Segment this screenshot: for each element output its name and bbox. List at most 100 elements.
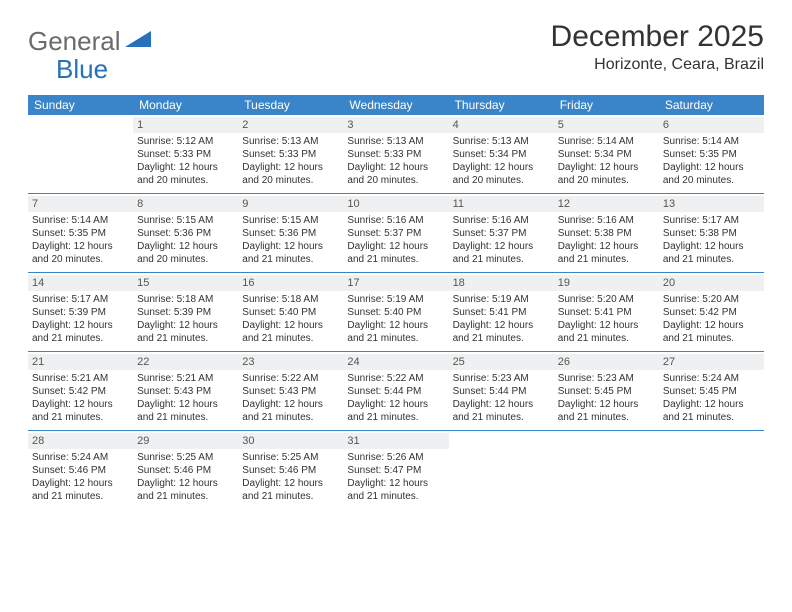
day-number: 6	[659, 117, 764, 133]
brand-blue: Blue	[56, 54, 108, 84]
day-number: 2	[238, 117, 343, 133]
sunrise-text: Sunrise: 5:12 AM	[137, 135, 234, 148]
day-number: 27	[659, 354, 764, 370]
day-cell: 13Sunrise: 5:17 AMSunset: 5:38 PMDayligh…	[659, 194, 764, 272]
sunset-text: Sunset: 5:39 PM	[137, 306, 234, 319]
sunset-text: Sunset: 5:45 PM	[558, 385, 655, 398]
day-cell: 5Sunrise: 5:14 AMSunset: 5:34 PMDaylight…	[554, 115, 659, 193]
sunrise-text: Sunrise: 5:15 AM	[137, 214, 234, 227]
brand-general: General	[28, 26, 121, 57]
day-number: 4	[449, 117, 554, 133]
day-cell: 2Sunrise: 5:13 AMSunset: 5:33 PMDaylight…	[238, 115, 343, 193]
day-number: 17	[343, 275, 448, 291]
weekday-header: Tuesday	[238, 95, 343, 115]
daylight-text: Daylight: 12 hours and 21 minutes.	[453, 240, 550, 266]
day-cell: 11Sunrise: 5:16 AMSunset: 5:37 PMDayligh…	[449, 194, 554, 272]
title-block: December 2025 Horizonte, Ceara, Brazil	[551, 20, 764, 74]
daylight-text: Daylight: 12 hours and 21 minutes.	[663, 398, 760, 424]
daylight-text: Daylight: 12 hours and 21 minutes.	[32, 398, 129, 424]
daylight-text: Daylight: 12 hours and 21 minutes.	[137, 398, 234, 424]
sunset-text: Sunset: 5:46 PM	[137, 464, 234, 477]
sunrise-text: Sunrise: 5:17 AM	[32, 293, 129, 306]
sunset-text: Sunset: 5:43 PM	[137, 385, 234, 398]
daylight-text: Daylight: 12 hours and 21 minutes.	[242, 398, 339, 424]
sunrise-text: Sunrise: 5:19 AM	[347, 293, 444, 306]
sunrise-text: Sunrise: 5:25 AM	[137, 451, 234, 464]
daylight-text: Daylight: 12 hours and 21 minutes.	[32, 319, 129, 345]
sunset-text: Sunset: 5:35 PM	[32, 227, 129, 240]
sunrise-text: Sunrise: 5:16 AM	[453, 214, 550, 227]
weekday-header: Friday	[554, 95, 659, 115]
sunset-text: Sunset: 5:41 PM	[453, 306, 550, 319]
sunrise-text: Sunrise: 5:24 AM	[663, 372, 760, 385]
daylight-text: Daylight: 12 hours and 20 minutes.	[32, 240, 129, 266]
day-number: 9	[238, 196, 343, 212]
sunrise-text: Sunrise: 5:24 AM	[32, 451, 129, 464]
sunrise-text: Sunrise: 5:20 AM	[558, 293, 655, 306]
weekday-header: Saturday	[659, 95, 764, 115]
calendar-page: General December 2025 Horizonte, Ceara, …	[0, 0, 792, 612]
sunrise-text: Sunrise: 5:15 AM	[242, 214, 339, 227]
day-cell: .	[554, 431, 659, 509]
sunrise-text: Sunrise: 5:23 AM	[453, 372, 550, 385]
sunset-text: Sunset: 5:43 PM	[242, 385, 339, 398]
sunset-text: Sunset: 5:33 PM	[242, 148, 339, 161]
day-number: 23	[238, 354, 343, 370]
day-cell: 10Sunrise: 5:16 AMSunset: 5:37 PMDayligh…	[343, 194, 448, 272]
daylight-text: Daylight: 12 hours and 21 minutes.	[663, 240, 760, 266]
day-cell: 19Sunrise: 5:20 AMSunset: 5:41 PMDayligh…	[554, 273, 659, 351]
daylight-text: Daylight: 12 hours and 20 minutes.	[453, 161, 550, 187]
daylight-text: Daylight: 12 hours and 21 minutes.	[137, 319, 234, 345]
sunset-text: Sunset: 5:42 PM	[663, 306, 760, 319]
day-number: 31	[343, 433, 448, 449]
day-number: 29	[133, 433, 238, 449]
day-cell: 20Sunrise: 5:20 AMSunset: 5:42 PMDayligh…	[659, 273, 764, 351]
day-cell: 7Sunrise: 5:14 AMSunset: 5:35 PMDaylight…	[28, 194, 133, 272]
day-number: 24	[343, 354, 448, 370]
sunrise-text: Sunrise: 5:13 AM	[453, 135, 550, 148]
daylight-text: Daylight: 12 hours and 21 minutes.	[242, 319, 339, 345]
day-cell: 9Sunrise: 5:15 AMSunset: 5:36 PMDaylight…	[238, 194, 343, 272]
sunset-text: Sunset: 5:34 PM	[453, 148, 550, 161]
day-cell: 22Sunrise: 5:21 AMSunset: 5:43 PMDayligh…	[133, 352, 238, 430]
sunset-text: Sunset: 5:47 PM	[347, 464, 444, 477]
daylight-text: Daylight: 12 hours and 21 minutes.	[663, 319, 760, 345]
day-number: 25	[449, 354, 554, 370]
daylight-text: Daylight: 12 hours and 20 minutes.	[347, 161, 444, 187]
week-row: 28Sunrise: 5:24 AMSunset: 5:46 PMDayligh…	[28, 431, 764, 509]
day-number: 30	[238, 433, 343, 449]
daylight-text: Daylight: 12 hours and 21 minutes.	[137, 477, 234, 503]
day-number: 11	[449, 196, 554, 212]
week-row: .1Sunrise: 5:12 AMSunset: 5:33 PMDayligh…	[28, 115, 764, 194]
sunrise-text: Sunrise: 5:22 AM	[347, 372, 444, 385]
day-cell: 28Sunrise: 5:24 AMSunset: 5:46 PMDayligh…	[28, 431, 133, 509]
day-number: 1	[133, 117, 238, 133]
sunset-text: Sunset: 5:44 PM	[347, 385, 444, 398]
day-cell: 17Sunrise: 5:19 AMSunset: 5:40 PMDayligh…	[343, 273, 448, 351]
day-cell: 18Sunrise: 5:19 AMSunset: 5:41 PMDayligh…	[449, 273, 554, 351]
day-number: 28	[28, 433, 133, 449]
sunrise-text: Sunrise: 5:18 AM	[242, 293, 339, 306]
daylight-text: Daylight: 12 hours and 21 minutes.	[347, 398, 444, 424]
week-row: 14Sunrise: 5:17 AMSunset: 5:39 PMDayligh…	[28, 273, 764, 352]
day-number: 7	[28, 196, 133, 212]
sunrise-text: Sunrise: 5:21 AM	[137, 372, 234, 385]
day-cell: 21Sunrise: 5:21 AMSunset: 5:42 PMDayligh…	[28, 352, 133, 430]
sunrise-text: Sunrise: 5:20 AM	[663, 293, 760, 306]
daylight-text: Daylight: 12 hours and 21 minutes.	[32, 477, 129, 503]
day-cell: 23Sunrise: 5:22 AMSunset: 5:43 PMDayligh…	[238, 352, 343, 430]
day-cell: 6Sunrise: 5:14 AMSunset: 5:35 PMDaylight…	[659, 115, 764, 193]
day-cell: 25Sunrise: 5:23 AMSunset: 5:44 PMDayligh…	[449, 352, 554, 430]
location-text: Horizonte, Ceara, Brazil	[551, 56, 764, 74]
month-title: December 2025	[551, 20, 764, 54]
sunrise-text: Sunrise: 5:17 AM	[663, 214, 760, 227]
daylight-text: Daylight: 12 hours and 21 minutes.	[242, 240, 339, 266]
day-cell: .	[449, 431, 554, 509]
daylight-text: Daylight: 12 hours and 21 minutes.	[347, 477, 444, 503]
brand-triangle-icon	[125, 29, 153, 54]
sunset-text: Sunset: 5:33 PM	[137, 148, 234, 161]
day-cell: 30Sunrise: 5:25 AMSunset: 5:46 PMDayligh…	[238, 431, 343, 509]
day-cell: 14Sunrise: 5:17 AMSunset: 5:39 PMDayligh…	[28, 273, 133, 351]
sunset-text: Sunset: 5:34 PM	[558, 148, 655, 161]
brand-logo: General	[28, 26, 157, 57]
